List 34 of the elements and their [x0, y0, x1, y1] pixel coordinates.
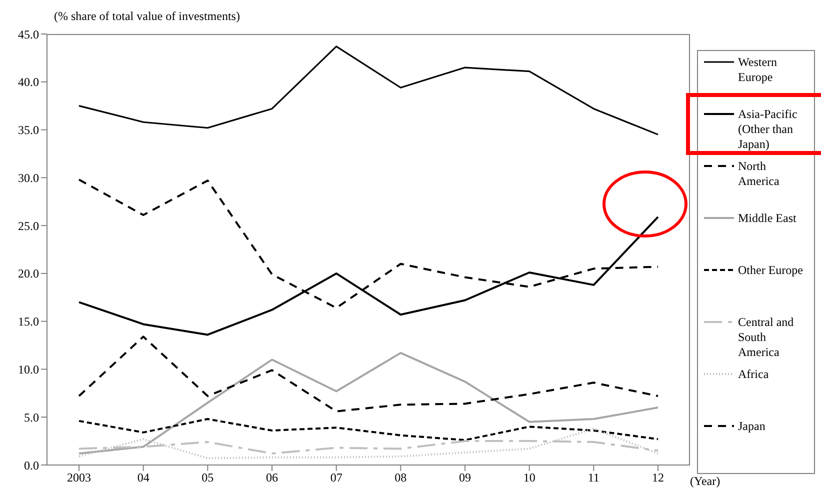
x-tick-label: 2003 [67, 470, 91, 485]
line-series [78, 46, 659, 136]
x-tick-label: 04 [137, 470, 150, 485]
line-series [78, 418, 659, 442]
legend-label: North America [738, 159, 780, 189]
legend-label: Central and South America [738, 315, 795, 360]
y-axis-title: (% share of total value of investments) [54, 9, 240, 24]
y-tick-label: 40.0 [18, 75, 39, 90]
legend-label: Western Europe [738, 55, 778, 85]
y-tick-label: 35.0 [18, 123, 39, 138]
x-tick-label: 07 [330, 470, 342, 485]
x-tick-label: 08 [394, 470, 407, 485]
x-tick-label: 12 [652, 470, 664, 485]
y-tick-label: 0.0 [24, 458, 39, 472]
legend-label: Other Europe [738, 263, 804, 278]
legend-label: Middle East [738, 211, 798, 226]
legend-label: Asia-Pacific (Other than Japan) [738, 107, 798, 152]
x-tick-label: 11 [588, 470, 600, 485]
x-tick-label: 09 [459, 470, 471, 485]
line-series [78, 336, 659, 412]
y-tick-label: 5.0 [24, 410, 39, 424]
x-axis-title: (Year) [690, 474, 720, 489]
x-tick-label: 10 [523, 470, 536, 485]
y-tick-label: 10.0 [18, 362, 39, 376]
y-tick-label: 15.0 [18, 314, 39, 329]
legend-label: Africa [738, 367, 770, 382]
y-tick-label: 25.0 [18, 218, 39, 233]
y-tick-label: 45.0 [18, 27, 39, 42]
x-tick-label: 05 [202, 470, 214, 485]
y-tick-label: 20.0 [18, 266, 39, 281]
x-tick-label: 06 [266, 470, 278, 485]
line-series [78, 428, 659, 460]
y-tick-label: 30.0 [18, 170, 39, 185]
legend-label: Japan [738, 419, 766, 434]
